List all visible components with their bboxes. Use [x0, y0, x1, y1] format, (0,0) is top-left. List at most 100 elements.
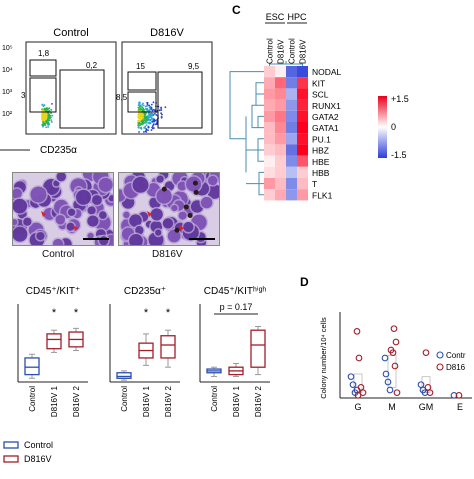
heatmap-cell [264, 189, 275, 201]
flow-plot-title: Control [53, 27, 88, 39]
heatmap-cell [275, 189, 286, 201]
flow-gate-label: 9,5 [188, 62, 200, 71]
heatmap-cell [264, 110, 275, 122]
heatmap-column-label: D816V [299, 39, 308, 64]
heatmap-cell [297, 88, 308, 100]
flow-plot-title: D816V [150, 27, 184, 39]
box-body [46, 333, 62, 350]
heatmap-cell [264, 122, 275, 134]
boxplot-1: CD235α⁺ Control D816V 1 D816V 2 * * [109, 286, 180, 417]
heatmap-gene-label: FLK1 [312, 190, 333, 200]
legend-swatch [3, 441, 19, 449]
heatmap-cell [275, 178, 286, 190]
heatmap-gene-label: GATA1 [312, 123, 339, 133]
colony-point [354, 391, 362, 399]
colony-point [421, 389, 429, 397]
boxplot-category-label: D816V 1 [50, 385, 59, 417]
colony-point [386, 386, 394, 394]
heatmap-cell [286, 155, 297, 167]
colony-category-label: G [354, 402, 361, 412]
heatmap-scale-label: 0 [391, 122, 396, 132]
heatmap-cell [286, 99, 297, 111]
heatmap-cell [275, 122, 286, 134]
colony-legend-label: D816 [446, 363, 466, 372]
flow-ytick: 10⁴ [2, 67, 13, 74]
colony-point [426, 389, 434, 397]
colony-point [382, 370, 390, 378]
boxplot-title: CD45⁺/KITʰⁱᵍʰ [204, 286, 267, 297]
heatmap-cell [275, 155, 286, 167]
box-body [116, 372, 132, 379]
flow-ytick: 10⁵ [2, 45, 13, 52]
heatmap-gene-label: GATA2 [312, 112, 339, 122]
boxplot-category-label: D816V 2 [164, 385, 173, 417]
heatmap-cell [286, 122, 297, 134]
heatmap-cell [297, 144, 308, 156]
heatmap-group-hpc: HPC [287, 12, 307, 22]
heatmap-cell [275, 88, 286, 100]
heatmap-cell [264, 144, 275, 156]
flow-ytick: 10² [2, 111, 13, 118]
heatmap-cell [264, 133, 275, 145]
heatmap-cell [264, 77, 275, 89]
legend-label: D816V [24, 454, 52, 464]
micrograph-d816v [118, 172, 220, 246]
heatmap-cell [297, 99, 308, 111]
colony-point [417, 381, 425, 389]
colony-point [355, 354, 363, 362]
heatmap-cell [297, 110, 308, 122]
heatmap-gene-label: HBB [312, 168, 330, 178]
heatmap-cell [297, 189, 308, 201]
flow-gate-label: 8,5 [116, 93, 128, 102]
flow-gate-label: 3 [21, 91, 26, 100]
heatmap-cell [264, 88, 275, 100]
flow-cytometry-plots: 10⁵ 10⁴ 10³ 10² Control 1,8 0,2 3 D816V 15 9,5 8,5C… [0, 27, 213, 156]
heatmap-cell [275, 166, 286, 178]
colony-category-label: E [457, 402, 463, 412]
heatmap-cell [297, 178, 308, 190]
heatmap-cell [286, 178, 297, 190]
heatmap-panel: C ESC HPC Control D816V Control D816V NODAL KIT S… [228, 0, 474, 245]
flow-plot-1: D816V 15 9,5 8,5 [116, 27, 213, 135]
boxplot-title: CD235α⁺ [124, 286, 166, 297]
legend-swatch [3, 455, 19, 463]
heatmap-cell [264, 166, 275, 178]
colony-point [422, 349, 430, 357]
boxplot-figure: CD45⁺/KIT⁺Control D816V 1 D816V 2* *CD235α⁺… [3, 286, 270, 464]
flow-gate-label: 15 [136, 62, 145, 71]
heatmap-scale-label: -1.5 [391, 150, 407, 160]
heatmap-cell [297, 122, 308, 134]
boxplot-category-label: Control [120, 386, 129, 412]
colony-legend-label: Contr [446, 351, 466, 360]
p-value-annotation: p = 0.17 [220, 302, 253, 312]
flow-gate-label: 1,8 [38, 49, 50, 58]
heatmap-cell [275, 99, 286, 111]
heatmap-column-label: D816V [277, 39, 286, 64]
colony-category-label: GM [419, 402, 434, 412]
heatmap-cell [297, 133, 308, 145]
flow-gate-label: 0,2 [86, 61, 98, 70]
heatmap-gene-label: RUNX1 [312, 101, 341, 111]
heatmap-cell [286, 166, 297, 178]
significance-star: * [74, 307, 79, 319]
micrograph-control [12, 172, 114, 246]
heatmap-color-scale [378, 96, 387, 158]
panel-letter-c: C [232, 3, 241, 17]
heatmap-cell [286, 66, 297, 78]
colony-point [455, 391, 463, 399]
flow-ytick: 10³ [2, 89, 13, 96]
colony-point [381, 354, 389, 362]
heatmap-row-dendrogram [229, 71, 264, 196]
heatmap-cell [297, 155, 308, 167]
heatmap-cell [264, 66, 275, 78]
heatmap-cell [286, 110, 297, 122]
boxplot-title: CD45⁺/KIT⁺ [26, 286, 80, 297]
colony-point [450, 391, 458, 399]
heatmap-cell [275, 144, 286, 156]
heatmap-scale-label: +1.5 [391, 94, 409, 104]
heatmap-gene-label: KIT [312, 78, 325, 88]
colony-point [349, 381, 357, 389]
heatmap-cell [286, 189, 297, 201]
flow-plot-0: Control 1,8 0,2 3 [21, 27, 117, 135]
